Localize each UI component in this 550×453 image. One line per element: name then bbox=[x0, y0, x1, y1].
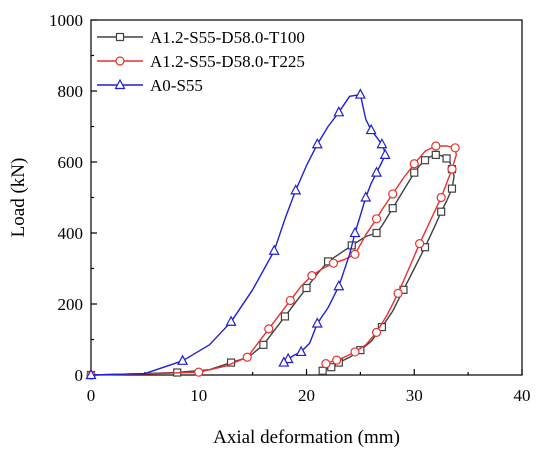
data-point bbox=[350, 249, 360, 259]
x-tick-label: 10 bbox=[190, 386, 207, 405]
x-tick-label: 20 bbox=[298, 386, 315, 405]
series-square bbox=[86, 150, 457, 380]
data-point bbox=[447, 164, 457, 174]
data-point bbox=[318, 366, 327, 375]
legend-item: A1.2-S55-D58.0-T100 bbox=[97, 28, 305, 47]
data-point bbox=[225, 315, 237, 326]
legend-marker bbox=[115, 32, 125, 42]
data-point bbox=[285, 295, 295, 306]
data-point bbox=[437, 207, 446, 216]
y-tick-label: 1000 bbox=[49, 11, 83, 30]
data-point bbox=[302, 283, 311, 293]
data-point bbox=[85, 368, 97, 380]
data-point bbox=[290, 184, 302, 195]
data-point bbox=[311, 137, 323, 149]
plot-frame bbox=[90, 19, 523, 376]
x-tick-label: 0 bbox=[87, 386, 96, 405]
data-point bbox=[388, 189, 398, 199]
data-point bbox=[420, 156, 430, 165]
legend-marker bbox=[114, 78, 126, 90]
data-point bbox=[242, 352, 252, 362]
y-tick-label: 600 bbox=[58, 153, 84, 172]
data-point bbox=[295, 345, 307, 357]
legend-label: A1.2-S55-D58.0-T100 bbox=[150, 28, 305, 47]
data-point bbox=[436, 192, 446, 203]
data-point bbox=[388, 204, 397, 213]
data-point bbox=[376, 137, 388, 149]
data-point bbox=[409, 159, 419, 169]
data-point bbox=[264, 324, 274, 334]
data-point bbox=[447, 184, 457, 193]
data-point bbox=[371, 327, 382, 337]
legend-label: A0-S55 bbox=[150, 76, 203, 95]
y-tick-label: 800 bbox=[58, 82, 84, 101]
data-point bbox=[415, 239, 425, 249]
data-point bbox=[372, 228, 381, 238]
series-circle bbox=[86, 141, 460, 380]
data-point bbox=[311, 317, 323, 328]
series-layer bbox=[85, 88, 460, 380]
data-point bbox=[321, 359, 331, 369]
data-point bbox=[354, 88, 366, 99]
series-line bbox=[90, 154, 455, 376]
y-tick-label: 0 bbox=[75, 366, 84, 385]
data-point bbox=[442, 154, 451, 163]
x-axis-title: Axial deformation (mm) bbox=[213, 427, 400, 448]
data-point bbox=[333, 106, 345, 117]
y-axis-title: Load (kN) bbox=[8, 158, 29, 238]
data-point bbox=[431, 141, 441, 151]
x-tick-label: 40 bbox=[514, 386, 531, 405]
series-line bbox=[90, 93, 386, 376]
data-point bbox=[307, 271, 317, 281]
data-point bbox=[393, 288, 403, 298]
data-point bbox=[379, 148, 391, 159]
legend: A1.2-S55-D58.0-T100 A1.2-S55-D58.0-T225 A0… bbox=[97, 28, 305, 95]
data-point bbox=[410, 168, 419, 177]
data-point bbox=[333, 279, 345, 291]
y-tick-label: 400 bbox=[58, 224, 84, 243]
data-point bbox=[431, 150, 440, 159]
data-point bbox=[278, 356, 290, 367]
legend-item: A0-S55 bbox=[97, 76, 203, 95]
legend-label: A1.2-S55-D58.0-T225 bbox=[150, 52, 305, 71]
y-tick-label: 200 bbox=[58, 295, 84, 314]
data-point bbox=[371, 166, 383, 177]
data-point bbox=[280, 312, 290, 321]
series-line bbox=[90, 145, 457, 376]
legend-marker bbox=[115, 56, 125, 66]
data-point bbox=[194, 367, 204, 377]
series-triangle bbox=[85, 88, 391, 380]
data-point bbox=[371, 214, 382, 224]
data-point bbox=[360, 191, 372, 202]
data-point bbox=[365, 123, 377, 135]
data-point bbox=[259, 340, 268, 349]
data-point bbox=[332, 355, 342, 365]
data-point bbox=[350, 347, 360, 357]
data-point bbox=[268, 244, 280, 255]
data-point bbox=[450, 143, 460, 153]
x-tick-label: 30 bbox=[406, 386, 423, 405]
data-point bbox=[328, 258, 339, 268]
data-point bbox=[349, 226, 361, 238]
data-point bbox=[177, 354, 189, 365]
legend-item: A1.2-S55-D58.0-T225 bbox=[97, 52, 305, 71]
